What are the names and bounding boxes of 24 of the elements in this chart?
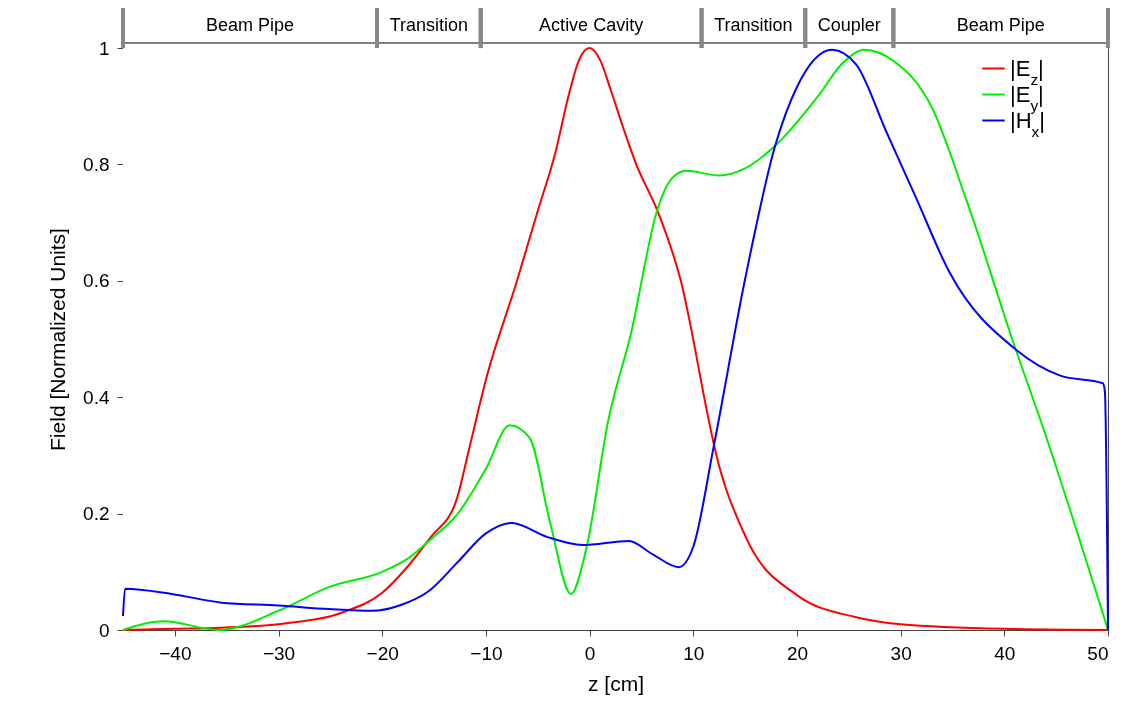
y-tick-label: 0.4	[83, 386, 110, 408]
x-tick-label: 20	[786, 642, 809, 664]
band-label: Transition	[389, 15, 469, 35]
band-label: Beam Pipe	[205, 15, 295, 35]
x-tick-label: −10	[470, 642, 503, 664]
band-label: Transition	[714, 15, 793, 35]
x-tick-label: 40	[994, 642, 1016, 664]
y-tick-label: 1	[98, 37, 110, 59]
y-tick-label: 0.2	[83, 503, 110, 525]
x-tick-label: 0	[584, 642, 596, 664]
x-tick-label: 50	[1087, 642, 1109, 664]
x-tick-label: −30	[262, 642, 296, 664]
x-tick-label: −20	[366, 642, 399, 664]
band-label: Coupler	[817, 15, 881, 35]
y-tick-label: 0	[98, 619, 110, 641]
y-axis-title: Field [Normalized Units]	[46, 228, 70, 451]
x-axis-title: z [cm]	[588, 671, 644, 695]
x-tick-label: 30	[890, 642, 912, 664]
band-label: Active Cavity	[539, 15, 644, 35]
band-label: Beam Pipe	[956, 15, 1045, 35]
y-tick-label: 0.8	[83, 153, 110, 175]
x-tick-label: 10	[683, 642, 705, 664]
y-tick-label: 0.6	[83, 270, 110, 292]
x-tick-label: −40	[159, 642, 192, 664]
